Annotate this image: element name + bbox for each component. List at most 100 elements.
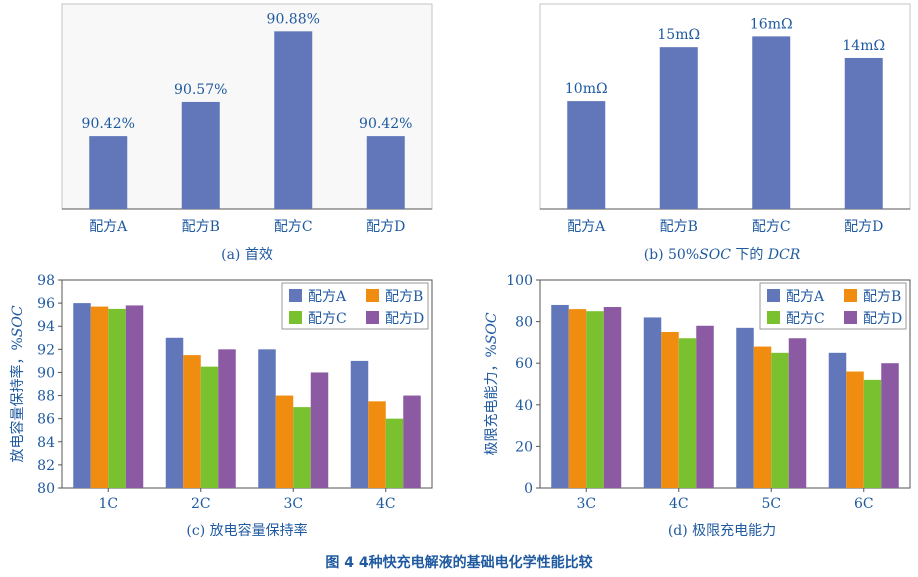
panel-c-legend-swatch-C [289,311,302,324]
panel-d-bar-4C-B [661,332,679,488]
panel-d-y-tick-4: 80 [515,315,533,331]
panel-d-legend-label-D: 配方D [863,311,902,327]
panel-c-bar-2C-A [165,337,184,488]
panel-d-x-tick-0: 3C [576,496,596,512]
panel-c-bar-4C-D [403,395,421,488]
panel-c-y-tick-8: 96 [37,296,55,312]
panel-b-x-tick-0: 配方A [567,219,606,235]
panel-c-legend-label-B: 配方B [385,289,423,305]
panel-c-y-tick-9: 98 [37,273,55,289]
panel-d-x-tick-2: 5C [761,496,781,512]
panel-c-y-tick-5: 90 [37,365,55,381]
panel-c-y-tick-6: 92 [37,342,55,358]
panel-d-y-tick-3: 60 [515,356,533,372]
panel-c-ylabel-text: 放电容量保持率，% [9,337,26,462]
panel-c-legend-box [281,282,429,330]
panel-c-bar-1C-B [90,306,109,488]
panel-a-bar-0 [89,136,128,209]
panel-d-bar-5C-B [753,346,772,488]
panel-d-bar-5C-D [788,338,807,488]
panel-d-legend-box [759,282,907,330]
panel-a-caption: (a) 首效 [221,247,273,263]
panel-c-y-tick-7: 94 [37,319,55,335]
panel-d-bar-3C-A [551,304,569,488]
panel-b-caption: (b) 50%SOC 下的 DCR [644,247,801,263]
panel-c-y-tick-3: 86 [37,412,55,428]
figure-title: 图 4 4种快充电解液的基础电化学性能比较 [325,554,592,571]
panel-c-bar-3C-D [310,372,329,488]
panel-d-bar-6C-A [828,352,847,488]
panel-c-bar-4C-A [350,360,369,488]
panel-c-bar-1C-D [125,305,144,488]
panel-d-bar-3C-C [586,311,604,488]
panel-b-bar-1 [659,47,698,209]
panel-c-bar-3C-A [258,349,276,488]
panel-d-y-tick-1: 20 [515,439,533,455]
panel-c-x-tick-3: 4C [376,496,396,512]
panel-a-value-label-2: 90.88% [267,11,320,27]
panel-d-bar-5C-A [736,327,754,488]
panel-a-bar-1 [181,101,220,209]
panel-d-legend-swatch-B [844,289,857,302]
panel-c-bar-1C-C [108,308,126,488]
panel-a-first-efficiency: 90.42% 90.57% 90.88% 90.42% 配方A 配方B 配方C 配方D (a… [61,3,433,263]
panel-d-bar-4C-A [643,317,662,488]
panel-d-bar-5C-C [771,352,789,488]
panel-d-y-tick-0: 0 [524,481,533,497]
panel-d-legend-label-A: 配方A [786,289,825,305]
panel-c-bar-4C-C [385,418,404,488]
panel-a-value-label-1: 90.57% [174,82,227,98]
panel-c-y-tick-2: 84 [37,435,55,451]
panel-b-caption-dcr: DCR [767,247,801,263]
panel-b-bar-0 [567,101,606,209]
panel-d-y-axis-label: 极限充电能力，%SOC [484,312,500,455]
panel-d-x-tick-1: 4C [669,496,689,512]
panel-d-legend-swatch-C [767,311,780,324]
panel-d-legend-label-B: 配方B [863,289,901,305]
panel-d-ylabel-text: 极限充电能力，% [484,344,500,455]
panel-a-x-tick-3: 配方D [366,219,405,235]
panel-b-value-label-1: 15mΩ [657,27,700,43]
panel-d-x-tick-3: 6C [854,496,874,512]
panel-b-dcr: 10mΩ 15mΩ 16mΩ 14mΩ 配方A 配方B 配方C 配方D (b) 50%SOC… [539,3,911,263]
panel-d-bar-4C-D [696,325,714,488]
panel-d-ylabel-soc: SOC [484,312,500,344]
panel-a-value-label-0: 90.42% [82,116,135,132]
panel-c-y-axis-label: 放电容量保持率，%SOC [9,305,26,462]
panel-b-value-label-3: 14mΩ [842,38,885,54]
panel-a-value-label-3: 90.42% [359,116,412,132]
panel-b-bar-3 [844,57,883,209]
panel-b-x-tick-3: 配方D [844,219,883,235]
panel-c-bar-4C-B [368,401,386,488]
panel-c-x-tick-2: 3C [283,496,303,512]
panel-c-legend-swatch-B [366,289,379,302]
panel-d-legend-swatch-D [844,311,857,324]
panel-c-y-tick-1: 82 [37,458,55,474]
panel-c-legend-label-D: 配方D [385,311,424,327]
panel-c-y-tick-4: 88 [37,389,55,405]
panel-c-legend-swatch-D [366,311,379,324]
panel-c-y-tick-0: 80 [37,481,55,497]
panel-c-legend-swatch-A [289,289,302,302]
panel-b-value-label-2: 16mΩ [750,16,793,32]
panel-c-caption: (c) 放电容量保持率 [186,522,307,539]
panel-c-x-tick-0: 1C [98,496,118,512]
panel-a-x-tick-2: 配方C [274,219,313,235]
panel-d-bar-3C-B [568,309,587,488]
panel-a-bar-3 [366,136,405,209]
panel-d-bar-4C-C [678,338,697,488]
panel-d-y-tick-5: 100 [506,273,533,289]
panel-c-capacity-retention: 80 82 84 86 88 90 92 94 96 98 1C 2C 3C 4C 配方A 配方B 配方C 配… [9,273,433,539]
panel-b-value-label-0: 10mΩ [565,81,608,97]
panel-d-y-tick-2: 40 [515,398,533,414]
panel-c-legend-label-A: 配方A [308,289,347,305]
panel-a-x-tick-1: 配方B [182,219,220,235]
panel-c-x-tick-1: 2C [191,496,211,512]
panel-a-x-tick-0: 配方A [89,219,128,235]
panel-d-bar-3C-D [603,307,622,488]
panel-c-bar-2C-B [183,355,201,488]
panel-d-bar-6C-D [881,363,899,488]
panel-b-caption-prefix: (b) 50% [644,247,699,263]
panel-c-bar-2C-D [218,349,236,488]
